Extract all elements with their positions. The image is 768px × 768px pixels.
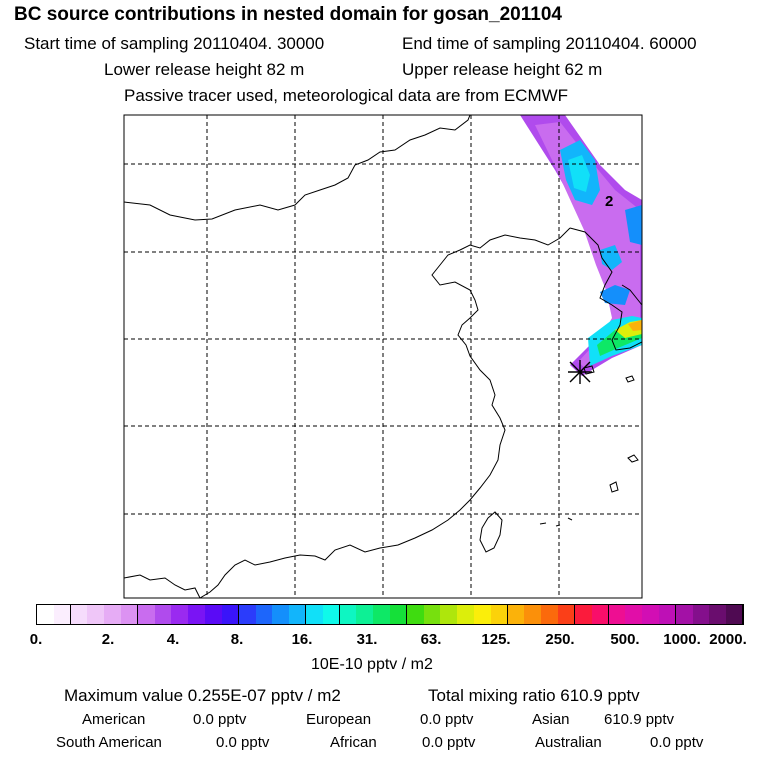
plume-layer [520,115,642,376]
region-value-asian: 610.9 pptv [604,711,675,728]
colorbar-swatch [53,605,72,624]
colorbar-tick-label: 8. [230,631,244,648]
colorbar-swatch [709,605,727,624]
colorbar-swatch [238,605,256,624]
colorbar-swatch [558,605,576,624]
colorbar-swatch [507,605,525,624]
colorbar-swatch [642,605,660,624]
region-name-european: European [306,711,372,728]
colorbar-swatch [154,605,172,624]
region-name-australian: Australian [535,734,602,751]
colorbar-swatch [474,605,492,624]
colorbar-tick-label: 125. [481,631,511,648]
colorbar-swatch [137,605,156,624]
total-mixing-ratio: Total mixing ratio 610.9 pptv [428,686,640,705]
start-time: Start time of sampling 20110404. 30000 [24,34,325,53]
region-value-african: 0.0 pptv [422,734,476,751]
colorbar-swatch [121,605,139,624]
data-source-note: Passive tracer used, meteorological data… [124,86,569,105]
coastlines [124,115,642,598]
colorbar-swatch [457,605,475,624]
colorbar-swatch [221,605,240,624]
region-value-australian: 0.0 pptv [650,734,704,751]
colorbar-tick-label: 2000. [709,631,747,648]
receptor-marker [568,360,592,384]
plume-blue-south [600,285,630,305]
contour-label: 2 [605,193,613,210]
colorbar-tick-label: 31. [356,631,378,648]
colorbar-tick-label: 4. [166,631,180,648]
colorbar-swatch [70,605,88,624]
colorbar-swatch [524,605,542,624]
colorbar-swatch [356,605,374,624]
colorbar-swatch [591,605,609,624]
korea-east-coast [621,284,642,306]
colorbar-swatch [322,605,341,624]
colorbar-swatch [675,605,694,624]
taiwan-coast [479,511,503,553]
colorbar-swatch [305,605,324,624]
colorbar-swatch [339,605,357,624]
region-name-asian: Asian [532,711,570,728]
mainland-coast [199,227,571,598]
plume-orange [628,320,642,331]
hainan-coast [124,574,201,598]
colorbar-swatch [37,605,55,624]
colorbar-swatch [608,605,626,624]
colorbar-swatch [726,605,744,624]
colorbar-swatch [171,605,189,624]
end-time: End time of sampling 20110404. 60000 [402,34,697,53]
region-name-american: American [82,711,146,728]
small-islands-3 [609,481,619,493]
graticule [124,115,642,598]
small-islands-1 [625,375,635,383]
region-value-american: 0.0 pptv [193,711,247,728]
maximum-value: Maximum value 0.255E-07 pptv / m2 [64,686,341,705]
colorbar-swatch [373,605,391,624]
colorbar-swatch [205,605,223,624]
colorbar-swatch [574,605,593,624]
colorbar-swatch [390,605,408,624]
map-frame [123,114,643,599]
colorbar-swatch [440,605,458,624]
colorbar-swatch [87,605,105,624]
colorbar-swatch [406,605,425,624]
region-value-european: 0.0 pptv [420,711,474,728]
colorbar-swatch [104,605,122,624]
lower-release-height: Lower release height 82 m [104,60,305,79]
colorbar-swatch [289,605,307,624]
colorbar-swatch [255,605,273,624]
korea-west-coast [569,227,642,351]
small-islands-4 [539,517,573,527]
region-value-south-american: 0.0 pptv [216,734,270,751]
colorbar-frame [36,604,744,625]
colorbar-tick-label: 63. [420,631,442,648]
colorbar-swatch [658,605,677,624]
colorbar-swatch [541,605,559,624]
colorbar-swatch [188,605,206,624]
plume-outer [520,115,642,376]
colorbar-tick-label: 2. [101,631,115,648]
upper-release-height: Upper release height 62 m [402,60,603,79]
colorbar-swatch [692,605,710,624]
colorbar-swatch [423,605,441,624]
region-name-south-american: South American [56,734,162,751]
colorbar-tick-label: 0. [29,631,43,648]
mongolia-border [124,115,471,221]
colorbar-swatch [625,605,643,624]
colorbar-unit: 10E-10 pptv / m2 [311,656,433,673]
colorbar-tick-label: 500. [610,631,640,648]
plot-title: BC source contributions in nested domain… [14,4,562,25]
colorbar-swatch [490,605,509,624]
colorbar-tick-label: 16. [291,631,313,648]
plume-blue-east [625,205,642,245]
colorbar-tick-label: 1000. [663,631,701,648]
colorbar-swatch [272,605,290,624]
colorbar-tick-label: 250. [545,631,575,648]
small-islands-2 [627,454,639,463]
region-name-african: African [330,734,377,751]
